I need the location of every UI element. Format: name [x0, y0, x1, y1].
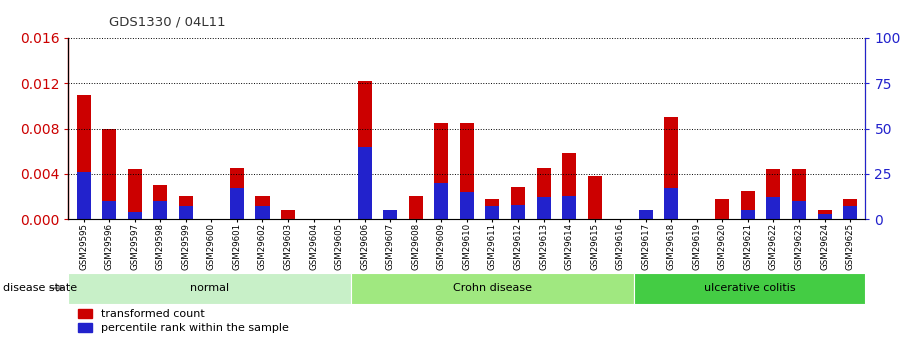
Bar — [230, 168, 244, 219]
Bar — [435, 123, 448, 219]
Bar — [562, 196, 576, 219]
Text: ulcerative colitis: ulcerative colitis — [704, 283, 795, 293]
Bar — [537, 168, 550, 219]
Bar — [102, 201, 117, 219]
Bar — [792, 201, 806, 219]
Text: GDS1330 / 04L11: GDS1330 / 04L11 — [109, 16, 226, 29]
Bar — [358, 81, 372, 219]
Bar — [664, 117, 679, 219]
Bar — [486, 199, 499, 219]
Text: Crohn disease: Crohn disease — [453, 283, 532, 293]
Bar — [817, 214, 832, 219]
Bar — [639, 217, 653, 219]
Bar — [715, 199, 730, 219]
Bar — [384, 210, 397, 219]
Bar — [281, 210, 295, 219]
Text: disease state: disease state — [3, 283, 77, 293]
Bar — [77, 172, 91, 219]
Bar — [384, 210, 397, 219]
Bar — [179, 196, 193, 219]
Bar — [351, 273, 634, 304]
Bar — [128, 212, 142, 219]
Bar — [230, 188, 244, 219]
Bar — [817, 210, 832, 219]
Bar — [409, 196, 423, 219]
Bar — [358, 147, 372, 219]
Bar — [511, 187, 525, 219]
Bar — [153, 185, 168, 219]
Legend: transformed count, percentile rank within the sample: transformed count, percentile rank withi… — [74, 304, 292, 337]
Bar — [792, 169, 806, 219]
Bar — [741, 210, 755, 219]
Bar — [128, 169, 142, 219]
Bar — [435, 183, 448, 219]
Bar — [664, 188, 679, 219]
Bar — [460, 192, 474, 219]
Bar — [639, 210, 653, 219]
Bar — [486, 206, 499, 219]
Bar — [511, 205, 525, 219]
Bar — [77, 95, 91, 219]
Bar — [255, 206, 270, 219]
Bar — [843, 199, 857, 219]
Bar — [460, 123, 474, 219]
Bar — [766, 197, 781, 219]
Text: normal: normal — [190, 283, 230, 293]
Bar — [153, 201, 168, 219]
Bar — [537, 197, 550, 219]
Bar — [741, 191, 755, 219]
Bar — [255, 196, 270, 219]
Bar — [179, 206, 193, 219]
Bar — [68, 273, 351, 304]
Bar — [588, 176, 601, 219]
Bar — [843, 206, 857, 219]
Bar — [766, 169, 781, 219]
Bar — [634, 273, 865, 304]
Bar — [102, 128, 117, 219]
Bar — [562, 154, 576, 219]
